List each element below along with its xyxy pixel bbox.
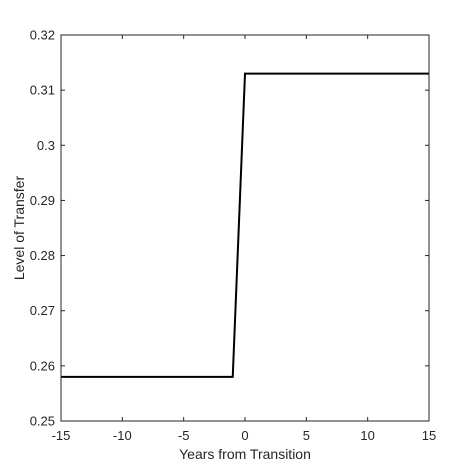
x-tick-label: 0 <box>241 428 248 443</box>
series-layer <box>61 72 429 378</box>
y-tick-label: 0.31 <box>30 83 55 98</box>
y-tick-label: 0.32 <box>30 28 55 43</box>
x-tick-label: 10 <box>360 428 374 443</box>
series-line <box>61 72 429 378</box>
x-tick-label: -5 <box>178 428 190 443</box>
plot-frame <box>60 34 430 422</box>
y-tick-label: 0.25 <box>30 414 55 429</box>
y-tick-label: 0.27 <box>30 303 55 318</box>
y-tick-label: 0.28 <box>30 248 55 263</box>
y-tick-label: 0.26 <box>30 358 55 373</box>
x-tick-label: -15 <box>52 428 71 443</box>
x-axis-title: Years from Transition <box>179 446 311 462</box>
tick-labels: -15 -10 -5 0 5 10 15 0.25 0.26 0.27 0.28 0.29 0.3 0.3… <box>30 28 437 444</box>
y-tick-label: 0.3 <box>37 138 55 153</box>
x-tick-label: -10 <box>113 428 132 443</box>
y-tick-label: 0.29 <box>30 193 55 208</box>
x-tick-label: 5 <box>303 428 310 443</box>
y-axis-title: Level of Transfer <box>11 176 27 281</box>
x-tick-label: 15 <box>422 428 436 443</box>
